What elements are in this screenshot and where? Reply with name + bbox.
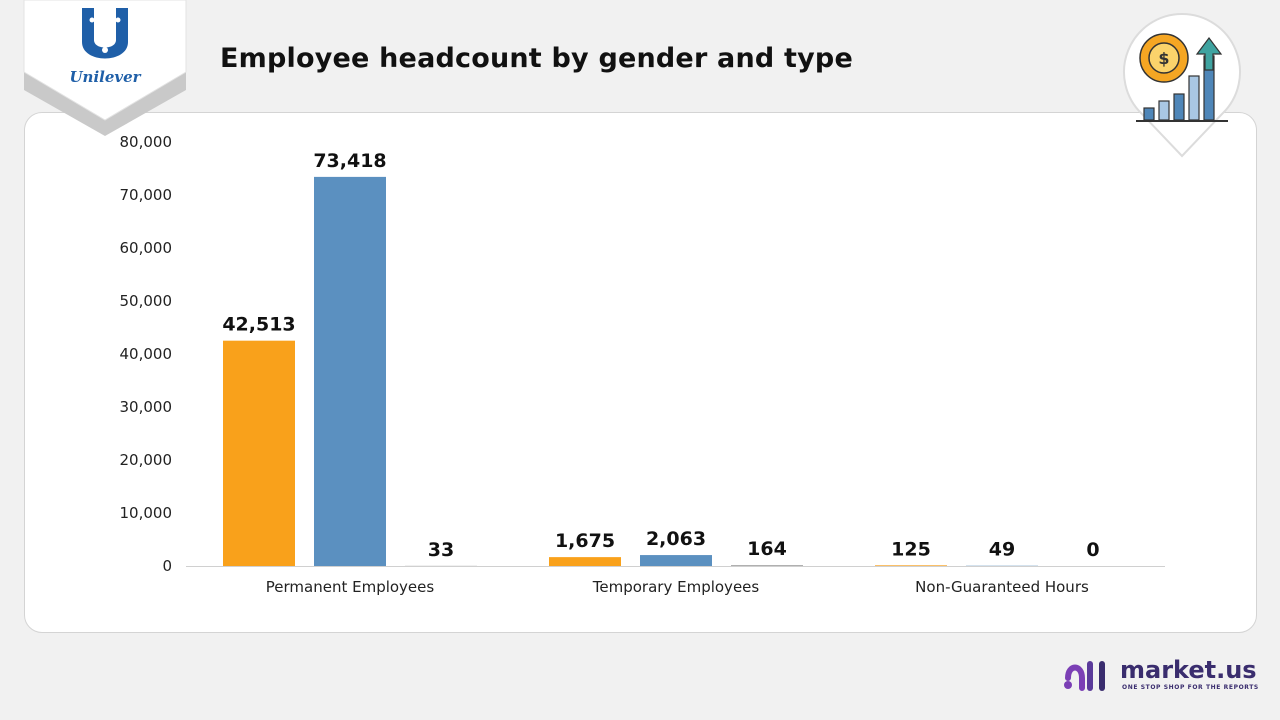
data-label: 73,418 [313, 150, 386, 172]
data-label: 33 [428, 539, 454, 561]
data-label: 49 [989, 539, 1015, 561]
brand-tagline: ONE STOP SHOP FOR THE REPORTS [1122, 684, 1259, 691]
bar [223, 340, 295, 566]
y-tick-label: 0 [162, 557, 172, 575]
y-tick-label: 70,000 [120, 186, 173, 204]
bar [314, 176, 386, 567]
gear-dollar-icon: $ [1139, 33, 1189, 83]
data-label: 125 [891, 538, 931, 560]
bar [640, 555, 712, 566]
x-category-label: Temporary Employees [592, 578, 760, 596]
y-tick-label: 10,000 [120, 504, 173, 522]
data-label: 1,675 [555, 530, 615, 552]
data-label: 164 [747, 538, 787, 560]
y-tick-label: 50,000 [120, 292, 173, 310]
bar [549, 557, 621, 566]
data-label: 0 [1086, 539, 1099, 561]
unilever-u-mark-icon [82, 8, 128, 59]
x-category-label: Permanent Employees [266, 578, 435, 596]
y-tick-label: 80,000 [120, 133, 173, 151]
logo-wordmark: Unilever [69, 68, 141, 86]
brand-name: market.us [1120, 656, 1257, 684]
page-title: Employee headcount by gender and type [220, 43, 853, 74]
y-tick-label: 30,000 [120, 398, 173, 416]
data-label: 42,513 [222, 314, 295, 336]
logo-shield-icon [23, 0, 187, 136]
finance-growth-icon: $ [1118, 10, 1246, 160]
data-label: 2,063 [646, 528, 706, 550]
y-tick-label: 40,000 [120, 345, 173, 363]
market-us-logo-icon [1064, 661, 1105, 691]
bar [875, 565, 947, 566]
bar [731, 565, 803, 566]
brand-logo: market.us ONE STOP SHOP FOR THE REPORTS [1060, 656, 1260, 700]
y-tick-label: 60,000 [120, 239, 173, 257]
svg-text:$: $ [1158, 49, 1169, 68]
x-category-label: Non-Guaranteed Hours [915, 578, 1089, 596]
logo-badge: Unilever [22, 0, 188, 136]
y-tick-label: 20,000 [120, 451, 173, 469]
